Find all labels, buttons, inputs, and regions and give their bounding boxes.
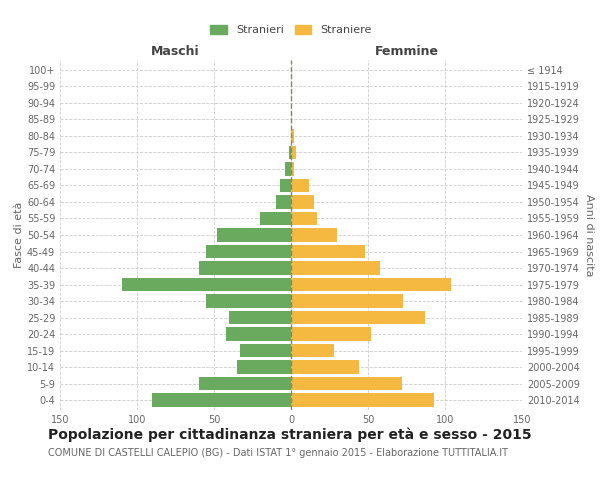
Bar [289,146,291,159]
Bar [291,294,403,308]
Bar [291,328,371,340]
Bar [291,196,314,208]
Bar [280,179,291,192]
Bar [291,228,337,241]
Bar [291,162,294,175]
Bar [275,196,291,208]
Text: Popolazione per cittadinanza straniera per età e sesso - 2015: Popolazione per cittadinanza straniera p… [48,428,532,442]
Y-axis label: Fasce di età: Fasce di età [14,202,24,268]
Bar [206,245,291,258]
Bar [217,228,291,241]
Bar [291,377,402,390]
Y-axis label: Anni di nascita: Anni di nascita [584,194,593,276]
Bar [260,212,291,225]
Bar [291,179,310,192]
Bar [199,262,291,274]
Text: Femmine: Femmine [374,46,439,59]
Bar [122,278,291,291]
Bar [229,311,291,324]
Bar [291,344,334,357]
Bar [291,245,365,258]
Bar [291,262,380,274]
Bar [291,212,317,225]
Bar [285,162,291,175]
Bar [291,311,425,324]
Bar [291,146,296,159]
Bar [291,360,359,374]
Bar [206,294,291,308]
Legend: Stranieri, Straniere: Stranieri, Straniere [206,20,376,40]
Bar [199,377,291,390]
Bar [291,130,294,142]
Text: Maschi: Maschi [151,46,200,59]
Bar [240,344,291,357]
Text: COMUNE DI CASTELLI CALEPIO (BG) - Dati ISTAT 1° gennaio 2015 - Elaborazione TUTT: COMUNE DI CASTELLI CALEPIO (BG) - Dati I… [48,448,508,458]
Bar [237,360,291,374]
Bar [291,394,434,406]
Bar [152,394,291,406]
Bar [291,278,451,291]
Bar [226,328,291,340]
